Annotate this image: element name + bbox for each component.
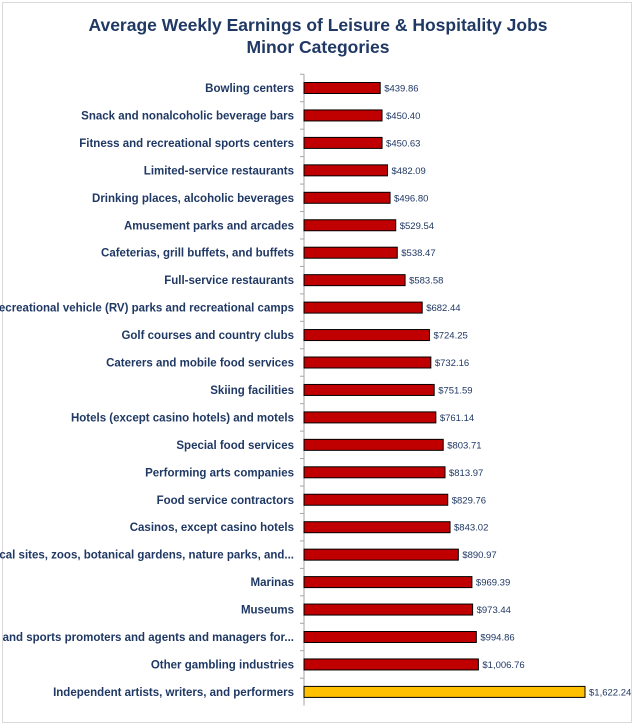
category-label: Full-service restaurants: [164, 275, 294, 287]
value-label: $1,006.76: [482, 660, 524, 671]
value-label: $482.09: [392, 166, 426, 177]
bar: [303, 411, 437, 424]
value-label: $732.16: [435, 358, 469, 369]
value-label: $724.25: [433, 331, 467, 342]
bar: [303, 548, 459, 561]
value-label: $829.76: [452, 495, 486, 506]
value-label: $803.71: [447, 440, 481, 451]
category-label: Bowling centers: [205, 83, 294, 95]
value-label: $890.97: [462, 550, 496, 561]
bar: [303, 631, 477, 643]
category-label: Amusement parks and arcades: [124, 220, 294, 232]
bar: [303, 493, 449, 506]
value-label: $843.02: [454, 523, 488, 534]
value-label: $813.97: [449, 468, 483, 479]
value-label: $994.86: [480, 633, 514, 644]
value-label: $973.44: [477, 605, 511, 616]
category-label: Other gambling industries: [151, 659, 294, 671]
bar: [303, 383, 435, 396]
category-label: Museums: [241, 605, 294, 617]
category-label: Cafeterias, grill buffets, and buffets: [101, 248, 294, 260]
bar: [303, 356, 432, 369]
bar: [303, 274, 406, 287]
category-label: Limited-service restaurants: [144, 165, 294, 177]
chart-subtitle: Minor Categories: [246, 37, 390, 57]
bar: [303, 438, 444, 451]
value-label: $439.86: [384, 84, 418, 95]
bar: [303, 191, 391, 204]
bar: [303, 576, 473, 589]
value-label: $450.40: [386, 111, 420, 122]
value-label: $761.14: [440, 413, 474, 424]
value-label: $751.59: [438, 385, 472, 396]
category-label: Historical sites, zoos, botanical garden…: [0, 550, 294, 562]
bar: [303, 82, 381, 94]
category-label: Hotels (except casino hotels) and motels: [71, 412, 294, 424]
value-label: $1,622.24: [589, 687, 631, 698]
value-label: $450.63: [386, 138, 420, 149]
bar: [303, 329, 430, 342]
category-label: Special food services: [176, 440, 294, 452]
bar: [303, 109, 383, 122]
category-label: Drinking places, alcoholic beverages: [92, 193, 294, 205]
chart-title: Average Weekly Earnings of Leisure & Hos…: [88, 15, 548, 35]
category-label: Caterers and mobile food services: [106, 358, 294, 370]
bar: [303, 521, 451, 534]
category-label: Casinos, except casino hotels: [130, 522, 294, 534]
bar: [303, 164, 389, 177]
bar: [303, 658, 479, 671]
category-label: Snack and nonalcoholic beverage bars: [81, 110, 294, 122]
bar: [303, 219, 397, 232]
category-label: Fitness and recreational sports centers: [79, 138, 294, 150]
bar: [303, 301, 423, 314]
value-label: $538.47: [401, 248, 435, 259]
chart-title-block: Average Weekly Earnings of Leisure & Hos…: [0, 14, 636, 58]
value-label: $969.39: [476, 578, 510, 589]
category-label: Recreational vehicle (RV) parks and recr…: [0, 303, 294, 315]
value-label: $682.44: [426, 303, 460, 314]
category-label: Performing arts companies: [145, 467, 294, 479]
category-label: Food service contractors: [157, 495, 294, 507]
highlighted-bar: [303, 685, 586, 698]
bar: [303, 466, 446, 479]
category-label: Independent artists, writers, and perfor…: [53, 687, 294, 699]
category-label: Golf courses and country clubs: [121, 330, 294, 342]
category-label: Marinas: [251, 577, 294, 589]
category-label: Arts and sports promoters and agents and…: [0, 632, 294, 644]
value-label: $496.80: [394, 193, 428, 204]
bar: [303, 246, 398, 259]
value-label: $583.58: [409, 276, 443, 287]
bar: [303, 603, 474, 616]
bar: [303, 136, 383, 149]
category-label: Skiing facilities: [210, 385, 294, 397]
value-label: $529.54: [400, 221, 434, 232]
